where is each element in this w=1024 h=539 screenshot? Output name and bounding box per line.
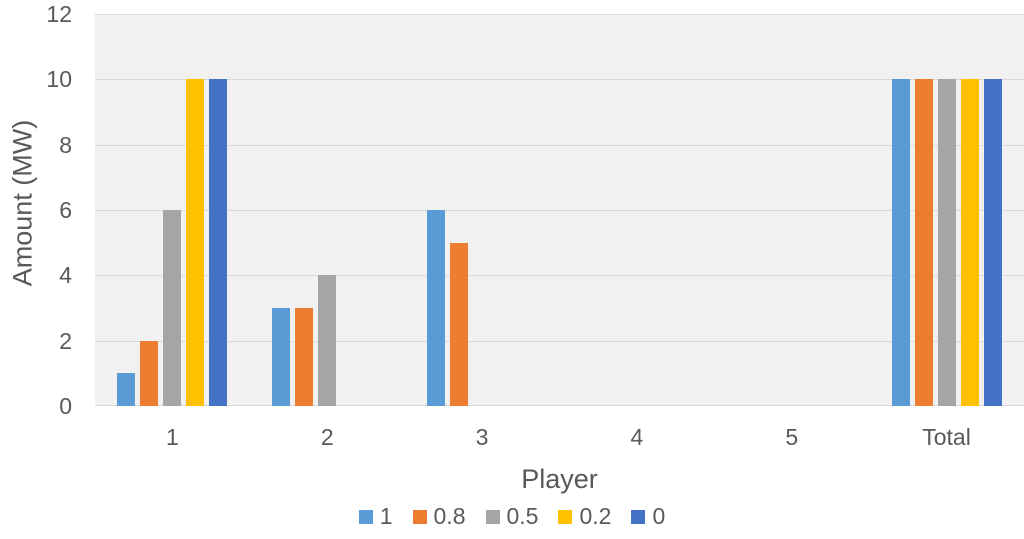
- gridline-10: [95, 79, 1024, 81]
- legend-label: 0.8: [433, 503, 466, 529]
- legend-item-0: 0: [631, 503, 665, 530]
- gridline-8: [95, 144, 1024, 146]
- bar-series-0.2: [186, 79, 205, 406]
- y-tick-label: 6: [59, 197, 72, 223]
- bar-series-0.8: [914, 79, 933, 406]
- gridline-6: [95, 210, 1024, 211]
- bar-series-0.2: [960, 79, 979, 406]
- x-axis-title: Player: [521, 464, 598, 494]
- bar-series-1: [427, 210, 446, 406]
- gridline-4: [95, 275, 1024, 277]
- bar-series-1: [891, 79, 910, 406]
- legend-label: 0.2: [579, 503, 612, 529]
- bar-group-1: [95, 14, 250, 406]
- bar-series-0.5: [318, 275, 337, 406]
- x-tick-label-3: 3: [475, 424, 489, 450]
- x-tick-label-2: 2: [320, 424, 334, 450]
- y-tick-label: 12: [46, 1, 72, 27]
- bar-series-1: [272, 308, 291, 406]
- y-axis-tick-labels: 0 2 4 6 8 10 12: [0, 0, 80, 430]
- legend-swatch-icon: [358, 509, 373, 524]
- legend-item-0.8: 0.8: [412, 503, 466, 530]
- gridline-2: [95, 340, 1024, 342]
- bar-series-0.8: [140, 340, 159, 406]
- legend-swatch-icon: [412, 509, 427, 524]
- bar-group-3: [405, 14, 560, 406]
- legend-swatch-icon: [631, 509, 646, 524]
- gridline-0: [95, 405, 1024, 406]
- y-tick-label: 0: [59, 393, 72, 419]
- bar-series-1: [117, 373, 136, 406]
- x-tick-label-4: 4: [630, 424, 644, 450]
- y-tick-label: 4: [59, 262, 72, 289]
- legend-swatch-icon: [558, 509, 573, 524]
- y-tick-label: 10: [46, 66, 72, 93]
- bar-group-Total: [869, 14, 1024, 406]
- bar-group-2: [250, 14, 405, 406]
- legend-item-1: 1: [358, 503, 393, 530]
- legend-label: 0.5: [506, 503, 539, 529]
- plot-area: [95, 14, 1024, 406]
- bar-series-0: [983, 79, 1002, 406]
- x-tick-label-5: 5: [785, 424, 799, 450]
- legend-item-0.5: 0.5: [485, 503, 539, 530]
- bar-series-0: [209, 79, 228, 406]
- bar-series-0.8: [450, 242, 469, 406]
- gridline-12: [95, 14, 1024, 15]
- legend-swatch-icon: [485, 509, 500, 524]
- bars: [95, 14, 1024, 406]
- x-tick-label-1: 1: [166, 424, 179, 450]
- y-tick-label: 8: [59, 131, 72, 158]
- legend-label: 1: [379, 503, 393, 529]
- x-tick-label-Total: Total: [922, 424, 971, 450]
- y-tick-label: 2: [59, 327, 72, 354]
- bar-series-0.8: [295, 308, 314, 406]
- bar-group-4: [559, 14, 714, 406]
- bar-series-0.5: [163, 210, 182, 406]
- legend: 1 0.8 0.5 0.2 0: [0, 503, 1024, 530]
- bar-group-5: [714, 14, 869, 406]
- bar-series-0.5: [937, 79, 956, 406]
- legend-item-0.2: 0.2: [558, 503, 611, 530]
- legend-label: 0: [652, 503, 666, 529]
- x-axis-tick-labels: 1 2 3 4 5 Total: [95, 424, 1024, 451]
